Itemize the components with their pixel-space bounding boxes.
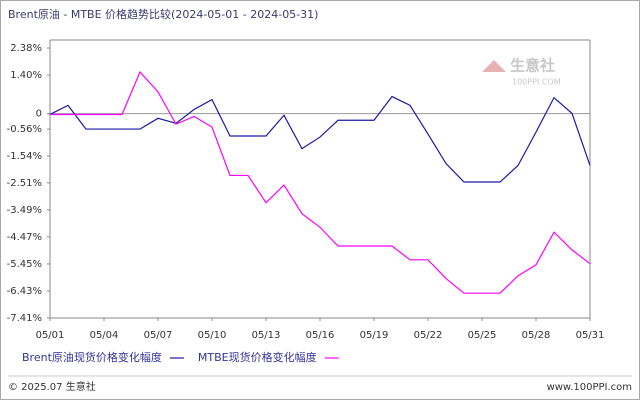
x-tick-label: 05/16 bbox=[306, 330, 335, 341]
y-tick-label: -0.56% bbox=[7, 124, 42, 135]
x-tick-label: 05/04 bbox=[90, 330, 119, 341]
series-line bbox=[50, 70, 591, 294]
x-tick-label: 05/07 bbox=[144, 330, 173, 341]
legend-label: MTBE现货价格变化幅度 bbox=[198, 350, 317, 364]
x-tick-label: 05/25 bbox=[468, 330, 497, 341]
watermark-url: 100PPI.COM bbox=[512, 78, 561, 87]
y-tick-label: -7.41% bbox=[7, 313, 42, 324]
x-tick-label: 05/19 bbox=[360, 330, 389, 341]
x-tick-label: 05/13 bbox=[252, 330, 281, 341]
y-tick-label: -4.47% bbox=[7, 232, 42, 243]
x-tick-label: 05/01 bbox=[36, 330, 65, 341]
y-tick-label: -2.51% bbox=[7, 178, 42, 189]
y-tick-label: -3.49% bbox=[7, 205, 42, 216]
legend-label: Brent原油现货价格变化幅度 bbox=[22, 350, 162, 364]
x-tick-label: 05/28 bbox=[522, 330, 551, 341]
y-tick-label: -5.45% bbox=[7, 259, 42, 270]
x-tick-label: 05/31 bbox=[576, 330, 605, 341]
y-tick-label: -6.43% bbox=[7, 286, 42, 297]
y-tick-label: 2.38% bbox=[10, 43, 42, 54]
footer-right: www.100PPI.com bbox=[547, 382, 632, 393]
x-tick-label: 05/22 bbox=[414, 330, 443, 341]
x-tick-label: 05/10 bbox=[198, 330, 227, 341]
watermark: 生意社 100PPI.COM bbox=[482, 57, 561, 87]
series-line bbox=[49, 95, 591, 183]
footer-left: © 2025.07 生意社 bbox=[8, 380, 96, 393]
chart-title: Brent原油 - MTBE 价格趋势比较(2024-05-01 - 2024-… bbox=[8, 7, 318, 21]
watermark-logo bbox=[482, 60, 506, 72]
y-tick-label: 1.40% bbox=[10, 70, 42, 81]
y-tick-label: 0 bbox=[36, 109, 42, 120]
watermark-name: 生意社 bbox=[510, 57, 555, 75]
y-tick-label: -1.54% bbox=[7, 151, 42, 162]
